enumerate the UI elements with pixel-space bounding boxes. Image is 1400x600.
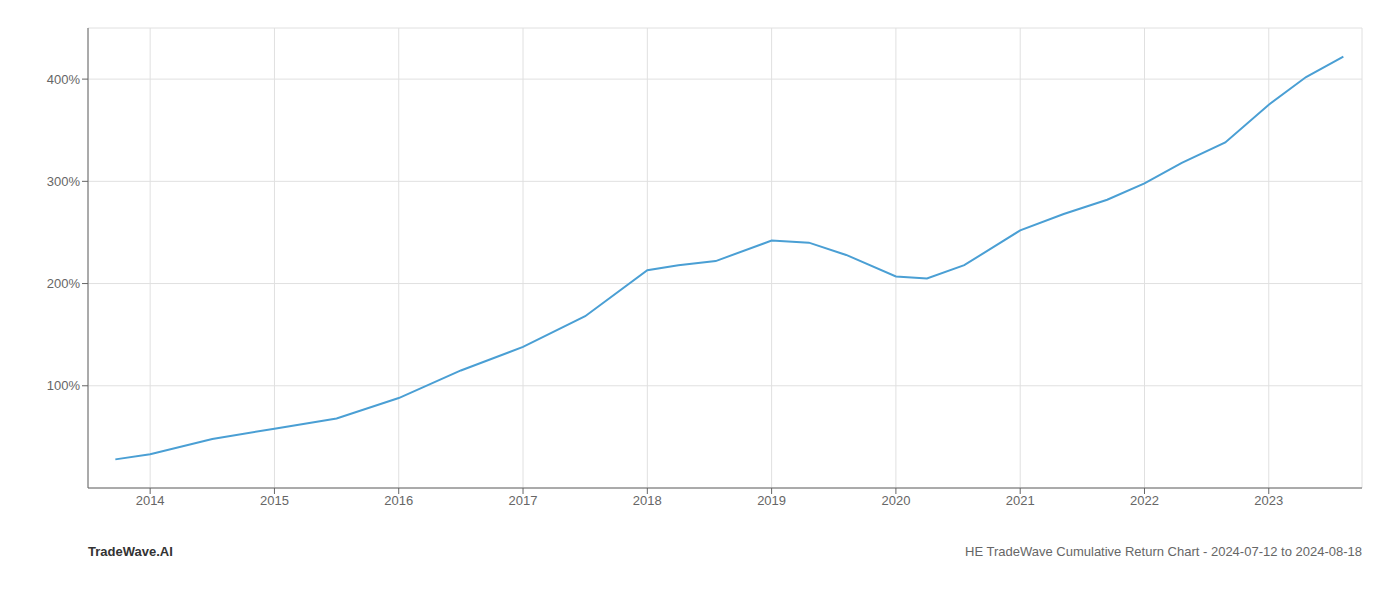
svg-text:100%: 100% xyxy=(47,378,81,393)
html-text:HE TradeWave Cumulative Return: HE TradeWave Cumulative Return Chart - 2… xyxy=(965,544,1362,559)
svg-text:2019: 2019 xyxy=(757,493,786,508)
svg-text:2015: 2015 xyxy=(260,493,289,508)
html-text:TradeWave.AI: TradeWave.AI xyxy=(88,544,173,559)
svg-text:300%: 300% xyxy=(47,174,81,189)
svg-text:200%: 200% xyxy=(47,276,81,291)
svg-text:2016: 2016 xyxy=(384,493,413,508)
svg-text:400%: 400% xyxy=(47,72,81,87)
svg-text:2014: 2014 xyxy=(136,493,165,508)
svg-text:2017: 2017 xyxy=(509,493,538,508)
svg-text:2020: 2020 xyxy=(881,493,910,508)
svg-text:2021: 2021 xyxy=(1006,493,1035,508)
svg-text:2018: 2018 xyxy=(633,493,662,508)
svg-text:2022: 2022 xyxy=(1130,493,1159,508)
svg-text:2023: 2023 xyxy=(1254,493,1283,508)
